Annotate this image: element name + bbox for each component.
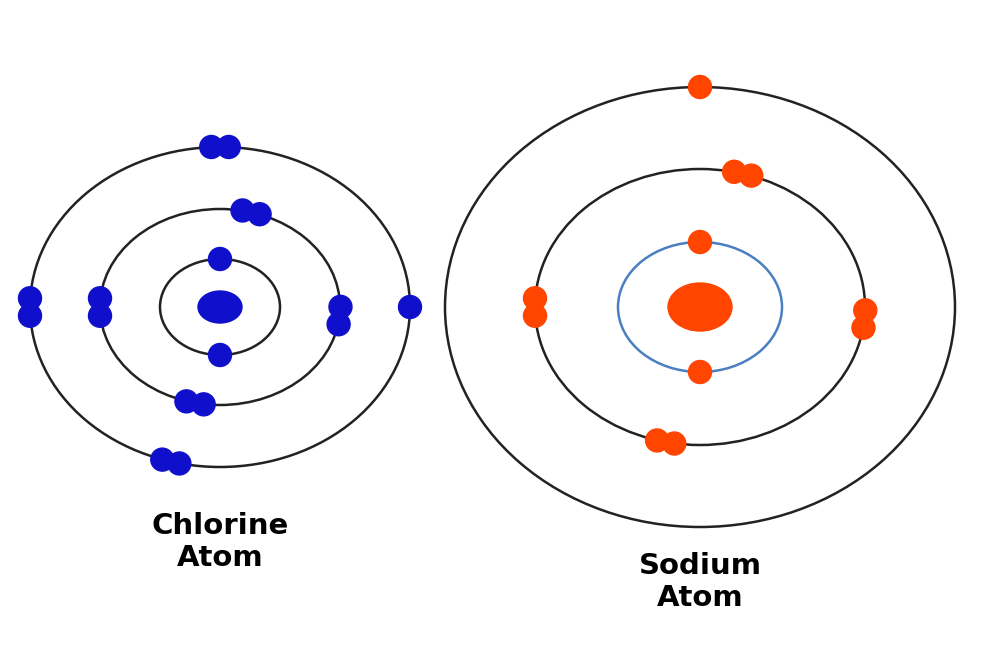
- Circle shape: [19, 304, 42, 327]
- Ellipse shape: [668, 283, 732, 331]
- Circle shape: [168, 452, 191, 475]
- Ellipse shape: [198, 291, 242, 323]
- Circle shape: [175, 390, 198, 413]
- Circle shape: [740, 164, 763, 187]
- Circle shape: [217, 135, 240, 159]
- Circle shape: [524, 304, 546, 327]
- Circle shape: [688, 360, 712, 384]
- Circle shape: [19, 287, 42, 309]
- Circle shape: [151, 448, 174, 471]
- Circle shape: [200, 135, 223, 159]
- Circle shape: [854, 299, 877, 321]
- Circle shape: [646, 429, 669, 452]
- Circle shape: [852, 316, 875, 340]
- Circle shape: [248, 203, 271, 225]
- Text: Chlorine
Atom: Chlorine Atom: [151, 512, 289, 572]
- Text: Sodium
Atom: Sodium Atom: [639, 552, 762, 612]
- Circle shape: [688, 75, 712, 99]
- Circle shape: [524, 287, 546, 309]
- Circle shape: [723, 160, 746, 183]
- Circle shape: [209, 344, 232, 366]
- Circle shape: [231, 199, 254, 222]
- Circle shape: [663, 432, 686, 455]
- Circle shape: [688, 231, 712, 253]
- Circle shape: [398, 295, 422, 319]
- Circle shape: [329, 295, 352, 318]
- Circle shape: [89, 287, 112, 309]
- Circle shape: [89, 304, 112, 327]
- Circle shape: [192, 393, 215, 416]
- Circle shape: [209, 247, 232, 271]
- Circle shape: [327, 313, 350, 336]
